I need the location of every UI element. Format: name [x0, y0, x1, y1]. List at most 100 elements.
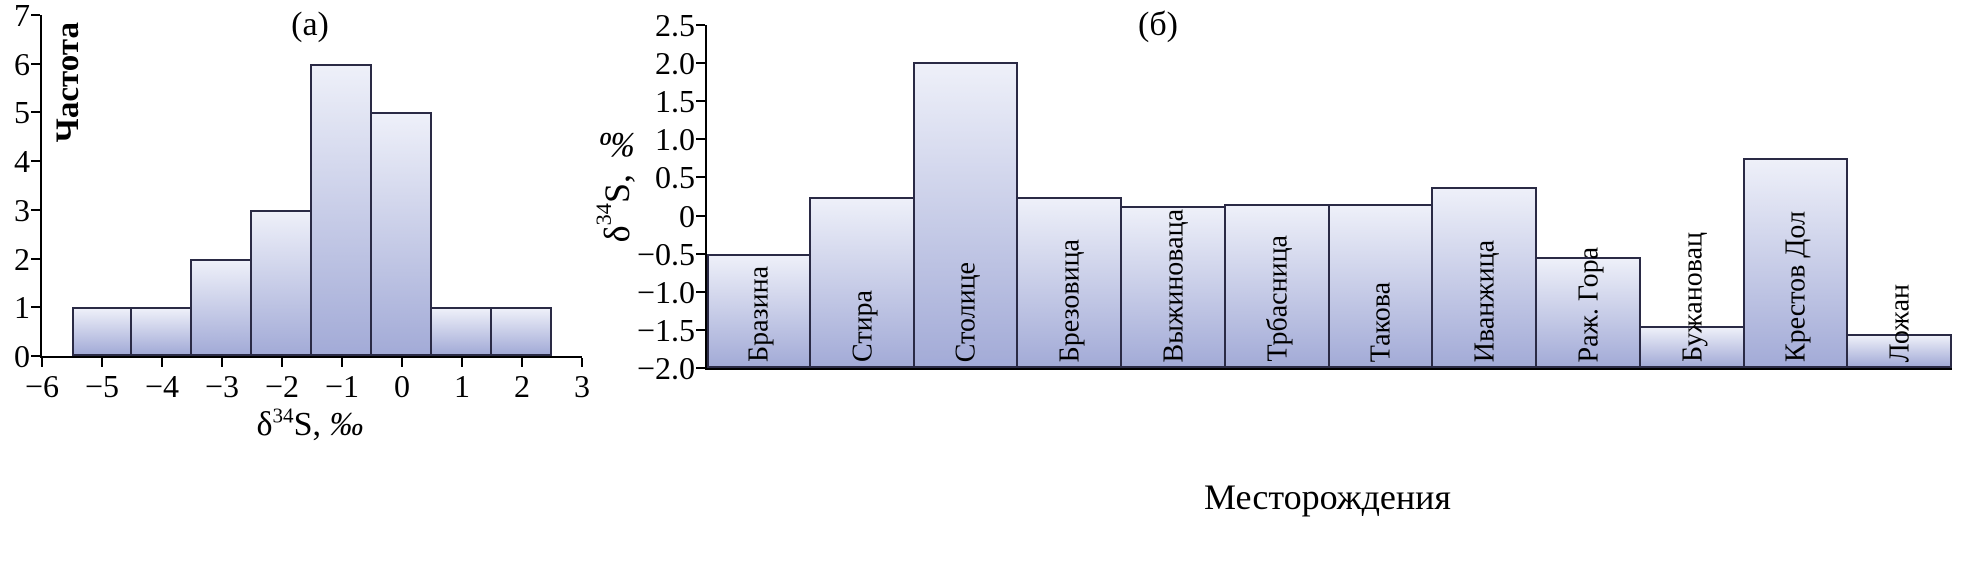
- y-axis-tick-label: 5: [14, 94, 30, 131]
- x-axis-tick-label: 2: [514, 368, 530, 404]
- y-axis-tick-label: 2.0: [655, 45, 695, 82]
- y-axis-tick: [31, 160, 40, 163]
- panel-b-y-axis-label: δ34S, ‰: [591, 125, 638, 243]
- y-axis-tick: [696, 100, 705, 103]
- isotope-mass-superscript: 34: [272, 403, 294, 428]
- category-bar: [1535, 257, 1641, 368]
- x-axis-tick-label: −6: [24, 368, 60, 404]
- y-axis-tick: [696, 138, 705, 141]
- bar-category-label: Иванжица: [1469, 239, 1501, 362]
- bar-category-label: Раж. Гора: [1573, 246, 1605, 363]
- y-axis-tick: [31, 355, 40, 357]
- bar-category-label: Столице: [950, 261, 982, 362]
- category-bar: [1638, 326, 1745, 368]
- y-axis-tick: [696, 328, 705, 331]
- category-bar: [1016, 196, 1122, 368]
- x-axis-tick: [101, 358, 103, 367]
- y-axis-tick: [696, 176, 705, 179]
- y-axis-tick-label: 3: [14, 191, 30, 228]
- y-axis-tick: [696, 214, 705, 217]
- bar-category-label: Трбасница: [1261, 235, 1293, 362]
- category-bar: [1431, 186, 1537, 368]
- y-axis-tick: [696, 367, 705, 369]
- bar-category-label: Бразина: [743, 266, 775, 362]
- delta-symbol: δ: [597, 225, 637, 243]
- histogram-bar: [310, 63, 372, 356]
- category-bar: [1742, 158, 1849, 368]
- panel-b-plot-area: 2.5 2.0 1.5 1.0 0.5 0 −0.5 −1.0 −1.5 −2.0 Бразина С…: [637, 9, 1952, 384]
- y-axis-tick-label: 0: [14, 338, 30, 374]
- y-axis-tick: [31, 306, 40, 309]
- y-axis-tick-label: 0.5: [655, 159, 695, 196]
- x-axis-tick: [221, 358, 223, 367]
- isotope-mass-superscript: 34: [591, 203, 616, 226]
- y-axis-tick-label: 4: [14, 143, 30, 180]
- histogram-bar: [72, 307, 132, 356]
- x-axis-tick: [341, 358, 343, 367]
- y-axis-tick: [31, 208, 40, 211]
- category-bar: [808, 196, 915, 368]
- y-axis-tick-label: −1.0: [636, 273, 695, 310]
- category-bar: [1327, 204, 1434, 368]
- y-axis-tick: [31, 257, 40, 260]
- histogram-bar: [190, 258, 252, 356]
- histogram-bar: [250, 209, 312, 356]
- panel-b-bar-chart: (б) δ34S, ‰ 2.5 2.0 1.5 1.0 0.5 0 −0.5 −1.0 −1.5…: [590, 0, 1980, 569]
- category-bar: [1223, 204, 1330, 368]
- element-symbol: S,: [293, 406, 330, 443]
- y-axis-tick: [31, 62, 40, 65]
- x-axis-tick: [461, 358, 463, 367]
- y-axis-tick: [696, 290, 705, 293]
- y-axis-tick-label: −0.5: [636, 235, 695, 272]
- bar-category-label: Крестов Дол: [1780, 210, 1812, 362]
- panel-b-x-axis-label: Месторождения: [1203, 477, 1451, 517]
- panel-a-histogram: (а) Частота 0 1 2 3 4 5 6 7 −6 −5 −4 −3 −2 −1 0 1 2 3 δ34…: [0, 0, 620, 569]
- x-axis-tick-label: −1: [324, 368, 360, 404]
- x-axis-tick: [401, 358, 403, 367]
- y-axis-tick-label: −2.0: [636, 350, 695, 386]
- bar-category-label: Бужановац: [1676, 231, 1708, 362]
- bar-category-label: Выжиноваца: [1158, 208, 1190, 363]
- y-axis-tick-label: 6: [14, 45, 30, 82]
- permille-unit: ‰: [329, 406, 364, 443]
- bar-category-label: Ложан: [1884, 283, 1916, 362]
- y-axis-tick-label: 0: [679, 197, 695, 234]
- y-axis-tick: [696, 62, 705, 65]
- panel-a-plot-area: 0 1 2 3 4 5 6 7 −6 −5 −4 −3 −2 −1 0 1 2 3: [14, 0, 590, 402]
- x-axis-tick-label: −2: [264, 368, 300, 404]
- y-axis-tick-label: 2.5: [655, 7, 695, 43]
- category-bar: [1120, 205, 1226, 368]
- histogram-bar: [130, 307, 192, 356]
- permille-unit: ‰: [597, 125, 637, 165]
- bar-category-label: Стира: [846, 290, 878, 362]
- bar-category-label: Брезовица: [1054, 238, 1086, 362]
- y-axis-tick-label: −1.5: [636, 311, 695, 348]
- bar-category-label: Такова: [1365, 281, 1397, 362]
- x-axis-tick-label: 3: [574, 368, 590, 404]
- category-bar: [1846, 333, 1952, 368]
- y-axis-tick: [696, 24, 705, 26]
- panel-b-title: (б): [1138, 6, 1178, 43]
- category-bar: [912, 61, 1019, 368]
- x-axis-tick-label: 0: [394, 368, 410, 404]
- histogram-bar: [430, 307, 492, 356]
- element-symbol: S,: [597, 165, 637, 204]
- y-axis-tick-label: 2: [14, 240, 30, 277]
- y-axis-tick: [31, 14, 40, 16]
- x-axis-tick: [521, 358, 523, 367]
- y-axis-tick-label: 1: [14, 289, 30, 326]
- x-axis-tick-label: −5: [84, 368, 120, 404]
- x-axis-tick: [41, 358, 43, 367]
- histogram-bar: [490, 307, 552, 356]
- x-axis-tick-label: 1: [454, 368, 470, 404]
- y-axis-tick: [31, 111, 40, 114]
- histogram-bar: [370, 112, 432, 356]
- x-axis-tick: [161, 358, 163, 367]
- x-axis-tick: [581, 358, 583, 367]
- x-axis-tick-label: −4: [144, 368, 180, 404]
- x-axis-tick: [281, 358, 283, 367]
- y-axis-tick-label: 1.5: [655, 83, 695, 120]
- delta-symbol: δ: [256, 406, 273, 443]
- panel-a-title: (а): [291, 6, 329, 43]
